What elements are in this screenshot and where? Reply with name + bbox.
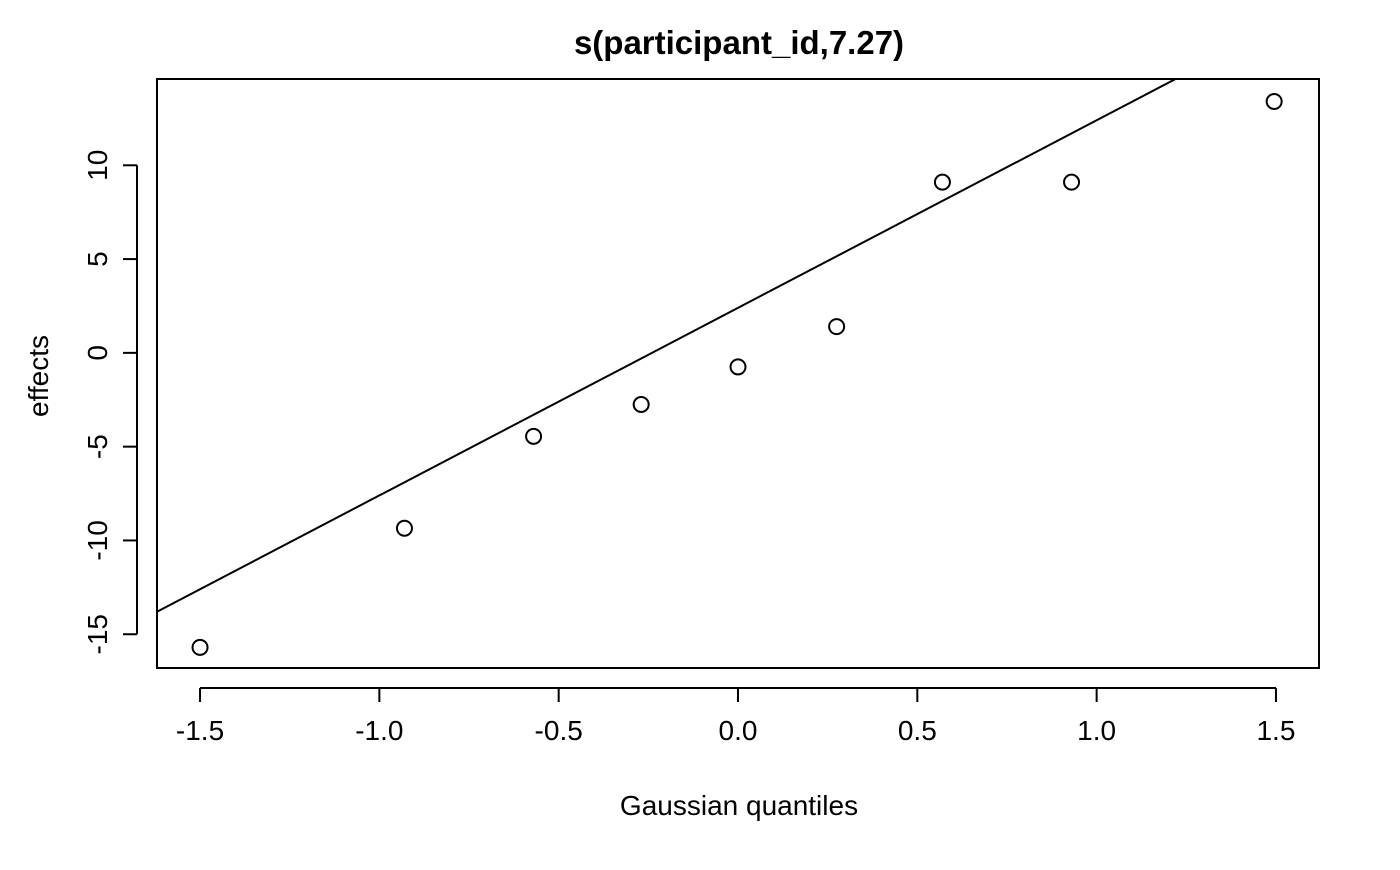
y-axis-label: effects <box>23 335 54 417</box>
data-point <box>632 395 650 413</box>
plot-layer: -1.5 -1.0 -0.5 0.0 0.5 1.0 1.5 -15 -10 -5 0 5 10 <box>82 78 1320 746</box>
data-point <box>1265 93 1283 111</box>
y-tick-label: 0 <box>82 345 113 361</box>
data-point <box>828 318 846 336</box>
x-tick-label: -1.0 <box>355 715 403 746</box>
data-point <box>933 173 951 191</box>
y-tick-label: 10 <box>82 150 113 181</box>
qq-reference-line <box>157 79 1178 613</box>
data-point <box>191 638 209 656</box>
y-tick-label: -10 <box>82 520 113 560</box>
x-tick-label: -0.5 <box>535 715 583 746</box>
x-tick-label: -1.5 <box>176 715 224 746</box>
chart-title: s(participant_id,7.27) <box>574 24 904 61</box>
data-point <box>525 427 543 445</box>
plot-frame <box>156 78 1320 669</box>
data-point <box>729 358 747 376</box>
x-tick-label: 0.5 <box>898 715 937 746</box>
y-tick-label: -15 <box>82 614 113 654</box>
x-tick-label: 1.5 <box>1256 715 1295 746</box>
y-tick-label: 5 <box>82 251 113 267</box>
x-tick-label: 1.0 <box>1077 715 1116 746</box>
data-point <box>1063 173 1081 191</box>
data-point <box>395 519 413 537</box>
y-tick-label: -5 <box>82 434 113 459</box>
x-tick-label: 0.0 <box>719 715 758 746</box>
x-axis-label: Gaussian quantiles <box>620 790 858 821</box>
